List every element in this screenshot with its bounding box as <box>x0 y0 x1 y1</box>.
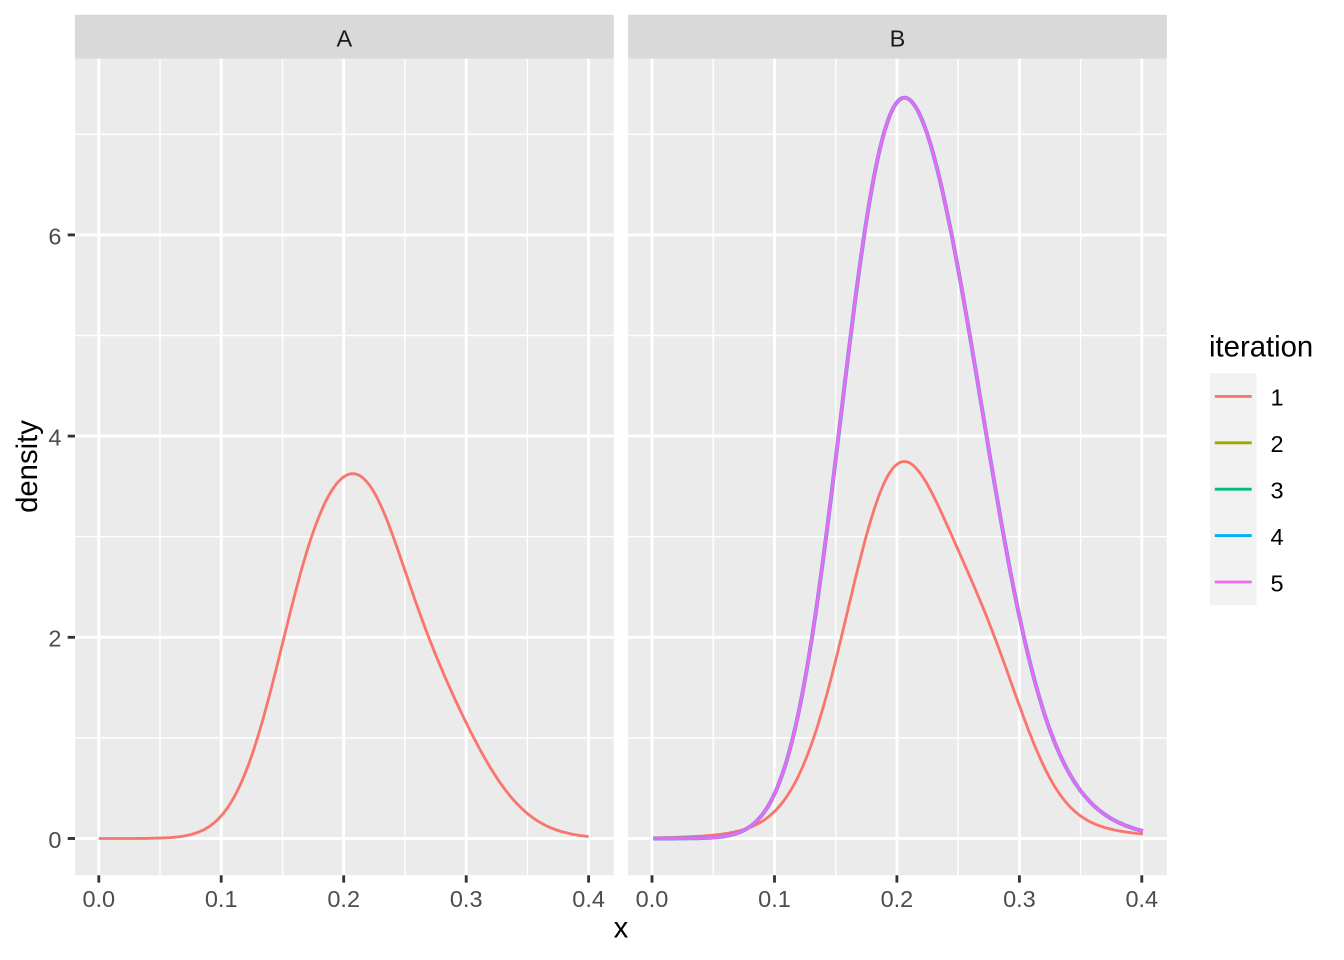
svg-text:2: 2 <box>1271 431 1284 457</box>
svg-text:x: x <box>614 912 629 945</box>
svg-text:B: B <box>890 25 906 51</box>
svg-text:1: 1 <box>1271 385 1284 411</box>
svg-text:0.4: 0.4 <box>572 886 605 912</box>
svg-text:0.2: 0.2 <box>881 886 914 912</box>
svg-text:0.1: 0.1 <box>205 886 238 912</box>
svg-text:4: 4 <box>1271 524 1284 550</box>
svg-text:0.3: 0.3 <box>1003 886 1036 912</box>
svg-text:A: A <box>337 25 353 51</box>
svg-text:6: 6 <box>48 223 61 249</box>
svg-text:iteration: iteration <box>1209 331 1313 364</box>
svg-text:0.3: 0.3 <box>450 886 483 912</box>
svg-text:0.0: 0.0 <box>82 886 115 912</box>
svg-text:2: 2 <box>48 626 61 652</box>
svg-text:0.0: 0.0 <box>636 886 669 912</box>
svg-text:3: 3 <box>1271 478 1284 504</box>
svg-text:0.4: 0.4 <box>1125 886 1158 912</box>
svg-text:0: 0 <box>48 827 61 853</box>
svg-text:0.1: 0.1 <box>758 886 791 912</box>
svg-text:0.2: 0.2 <box>327 886 360 912</box>
svg-text:density: density <box>11 420 44 513</box>
svg-text:5: 5 <box>1271 570 1284 596</box>
svg-text:4: 4 <box>48 425 61 451</box>
